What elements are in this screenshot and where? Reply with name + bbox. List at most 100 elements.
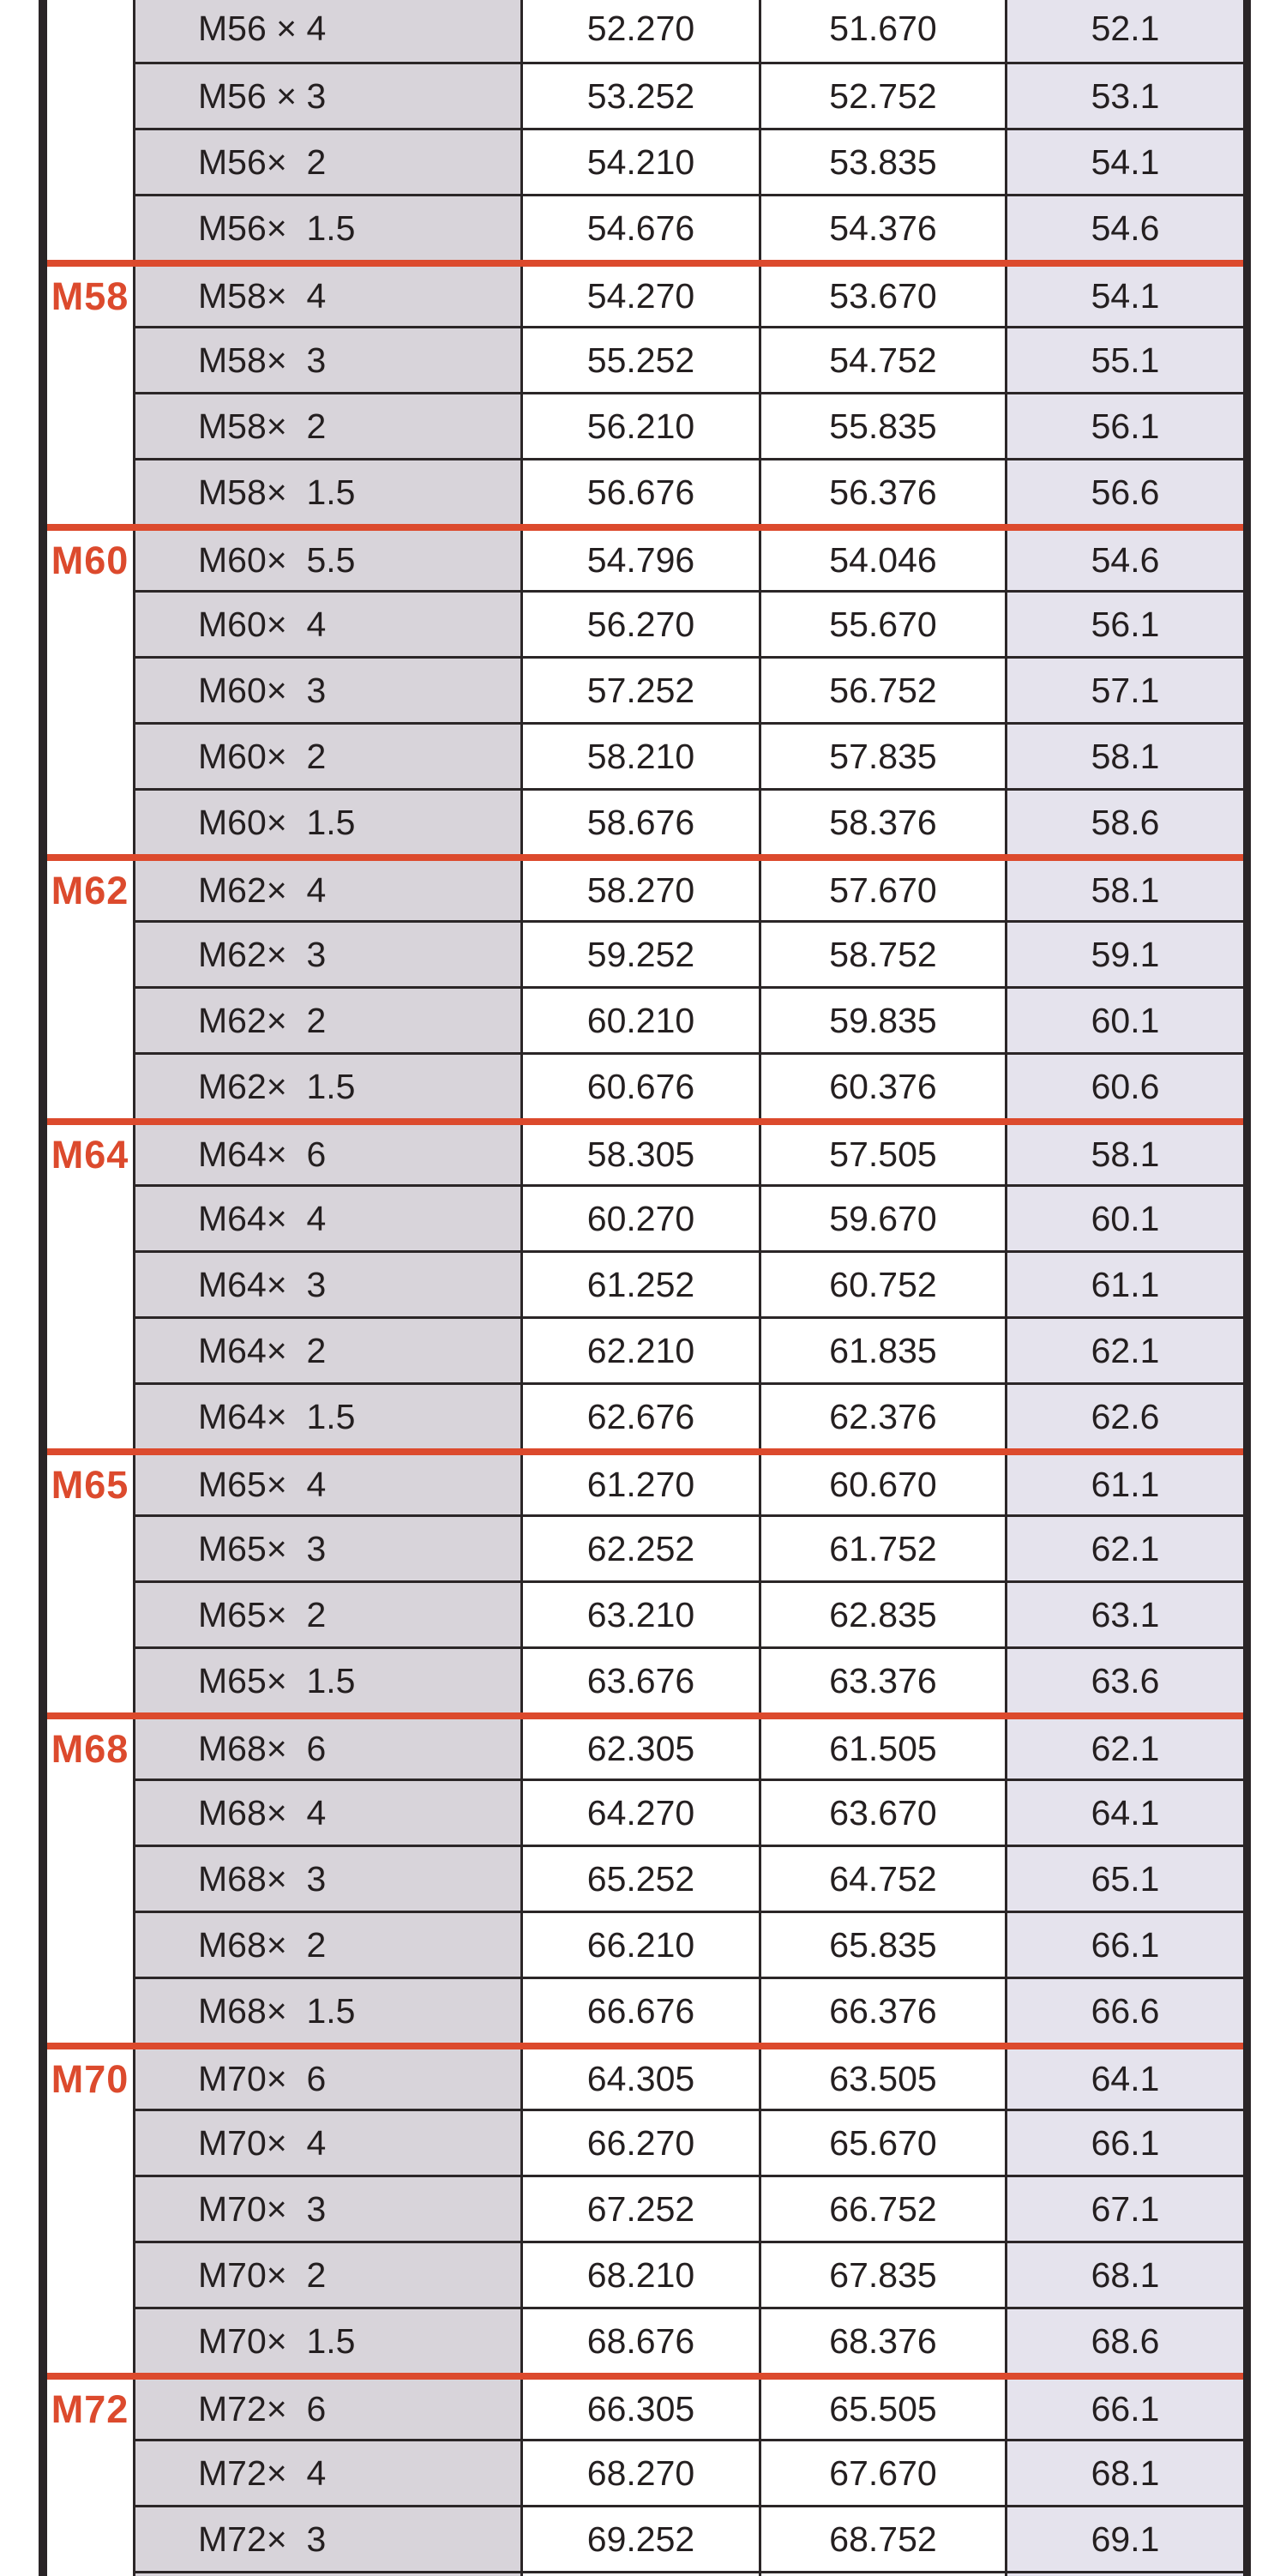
- value-cell: 64.270: [520, 1779, 759, 1845]
- value-cell: 69.252: [520, 2505, 759, 2571]
- value-cell: 58.1: [1005, 722, 1243, 788]
- designation-cell: M68× 4: [133, 1779, 520, 1845]
- designation-cell: M68× 1.5: [133, 1977, 520, 2043]
- value-cell: 54.376: [759, 194, 1005, 260]
- group-label-cell: [47, 1052, 133, 1118]
- table-row: M56× 2 54.210 53.835 54.1: [47, 128, 1243, 194]
- table-row: M64× 3 61.252 60.752 61.1: [47, 1250, 1243, 1316]
- group-label-cell: [47, 1316, 133, 1382]
- value-cell: 66.1: [1005, 2109, 1243, 2175]
- value-cell: 60.1: [1005, 986, 1243, 1052]
- value-cell: 62.252: [520, 1514, 759, 1580]
- value-cell: 57.835: [759, 722, 1005, 788]
- table-row: M65× 3 62.252 61.752 62.1: [47, 1514, 1243, 1580]
- group-label-cell: [47, 590, 133, 656]
- table-row: M72× 3 69.252 68.752 69.1: [47, 2505, 1243, 2571]
- value-cell: 63.505: [759, 2049, 1005, 2109]
- value-cell: 63.376: [759, 1646, 1005, 1712]
- value-cell: 68.6: [1005, 2307, 1243, 2373]
- designation-cell: M70× 1.5: [133, 2307, 520, 2373]
- designation-cell: M64× 6: [133, 1125, 520, 1184]
- table-row: M64× 2 62.210 61.835 62.1: [47, 1316, 1243, 1382]
- value-cell: 58.1: [1005, 861, 1243, 920]
- value-cell: 68.1: [1005, 2439, 1243, 2505]
- value-cell: 62.376: [759, 1382, 1005, 1448]
- group-label-cell: [47, 986, 133, 1052]
- designation-cell: M60× 4: [133, 590, 520, 656]
- value-cell: 52.270: [520, 0, 759, 62]
- designation-cell: M60× 3: [133, 656, 520, 722]
- group-label-cell: [47, 2571, 133, 2576]
- value-cell: 62.676: [520, 1382, 759, 1448]
- table-row: M56× 1.5 54.676 54.376 54.6: [47, 194, 1243, 260]
- table-row: M58× 3 55.252 54.752 55.1: [47, 326, 1243, 392]
- value-cell: 60.752: [759, 1250, 1005, 1316]
- group-label: M62: [51, 868, 129, 912]
- value-cell: 66.305: [520, 2380, 759, 2439]
- value-cell: 66.1: [1005, 1911, 1243, 1977]
- value-cell: 64.1: [1005, 1779, 1243, 1845]
- value-cell: 65.505: [759, 2380, 1005, 2439]
- table-row: M58 M58× 4 54.270 53.670 54.1: [47, 260, 1243, 326]
- table-row: M62× 3 59.252 58.752 59.1: [47, 920, 1243, 986]
- value-cell: 66.270: [520, 2109, 759, 2175]
- value-cell: 57.252: [520, 656, 759, 722]
- group-label-cell: [47, 1977, 133, 2043]
- table-row: M56 × 3 53.252 52.752 53.1: [47, 62, 1243, 128]
- group-label-cell: M64: [47, 1125, 133, 1184]
- value-cell: 52.752: [759, 62, 1005, 128]
- group-label-cell: [47, 1580, 133, 1646]
- value-cell: 55.1: [1005, 326, 1243, 392]
- value-cell: 66.752: [759, 2175, 1005, 2241]
- table-row: M58× 1.5 56.676 56.376 56.6: [47, 458, 1243, 524]
- designation-cell: M62× 4: [133, 861, 520, 920]
- designation-cell: M58× 4: [133, 267, 520, 326]
- group-label-cell: [47, 2241, 133, 2307]
- value-cell: 67.252: [520, 2175, 759, 2241]
- group-label-cell: M72: [47, 2380, 133, 2439]
- designation-cell: M64× 3: [133, 1250, 520, 1316]
- group-label-cell: M58: [47, 267, 133, 326]
- value-cell: 56.676: [520, 458, 759, 524]
- designation-cell: M60× 5.5: [133, 531, 520, 590]
- group-label-cell: M70: [47, 2049, 133, 2109]
- group-label-cell: [47, 2175, 133, 2241]
- value-cell: 57.505: [759, 1125, 1005, 1184]
- value-cell: 62.210: [520, 1316, 759, 1382]
- value-cell: 57.670: [759, 861, 1005, 920]
- group-label-cell: [47, 1845, 133, 1911]
- designation-cell: M65× 2: [133, 1580, 520, 1646]
- table-row: M62 M62× 4 58.270 57.670 58.1: [47, 854, 1243, 920]
- value-cell: 61.1: [1005, 1455, 1243, 1514]
- value-cell: 61.270: [520, 1455, 759, 1514]
- table-row: M68× 1.5 66.676 66.376 66.6: [47, 1977, 1243, 2043]
- value-cell: 64.305: [520, 2049, 759, 2109]
- table-row: M58× 2 56.210 55.835 56.1: [47, 392, 1243, 458]
- group-label-cell: [47, 1184, 133, 1250]
- designation-cell: M58× 2: [133, 392, 520, 458]
- value-cell: 63.1: [1005, 1580, 1243, 1646]
- value-cell: 59.670: [759, 1184, 1005, 1250]
- value-cell: 62.305: [520, 1719, 759, 1779]
- value-cell: 66.210: [520, 1911, 759, 1977]
- designation-cell: M64× 4: [133, 1184, 520, 1250]
- designation-cell: M65× 4: [133, 1455, 520, 1514]
- value-cell: 60.210: [520, 986, 759, 1052]
- table-row: M60× 4 56.270 55.670 56.1: [47, 590, 1243, 656]
- group-label-cell: [47, 656, 133, 722]
- value-cell: 63.210: [520, 1580, 759, 1646]
- designation-cell: M58× 1.5: [133, 458, 520, 524]
- group-label-cell: [47, 2307, 133, 2373]
- value-cell: 59.1: [1005, 920, 1243, 986]
- value-cell: 54.1: [1005, 128, 1243, 194]
- value-cell: 63.6: [1005, 1646, 1243, 1712]
- group-label: M68: [51, 1726, 129, 1771]
- table-row: M56 × 4 52.270 51.670 52.1: [47, 0, 1243, 62]
- value-cell: 56.6: [1005, 458, 1243, 524]
- value-cell: 66.6: [1005, 1977, 1243, 2043]
- table-row: M68× 3 65.252 64.752 65.1: [47, 1845, 1243, 1911]
- group-label-cell: [47, 2439, 133, 2505]
- value-cell: 67.835: [759, 2241, 1005, 2307]
- table-row: M70× 3 67.252 66.752 67.1: [47, 2175, 1243, 2241]
- group-label: M65: [51, 1462, 129, 1507]
